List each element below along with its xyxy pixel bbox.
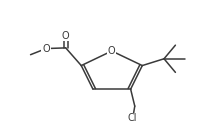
Text: O: O bbox=[62, 31, 69, 41]
Text: O: O bbox=[108, 46, 115, 56]
Text: O: O bbox=[42, 44, 50, 54]
Text: Cl: Cl bbox=[127, 113, 137, 123]
